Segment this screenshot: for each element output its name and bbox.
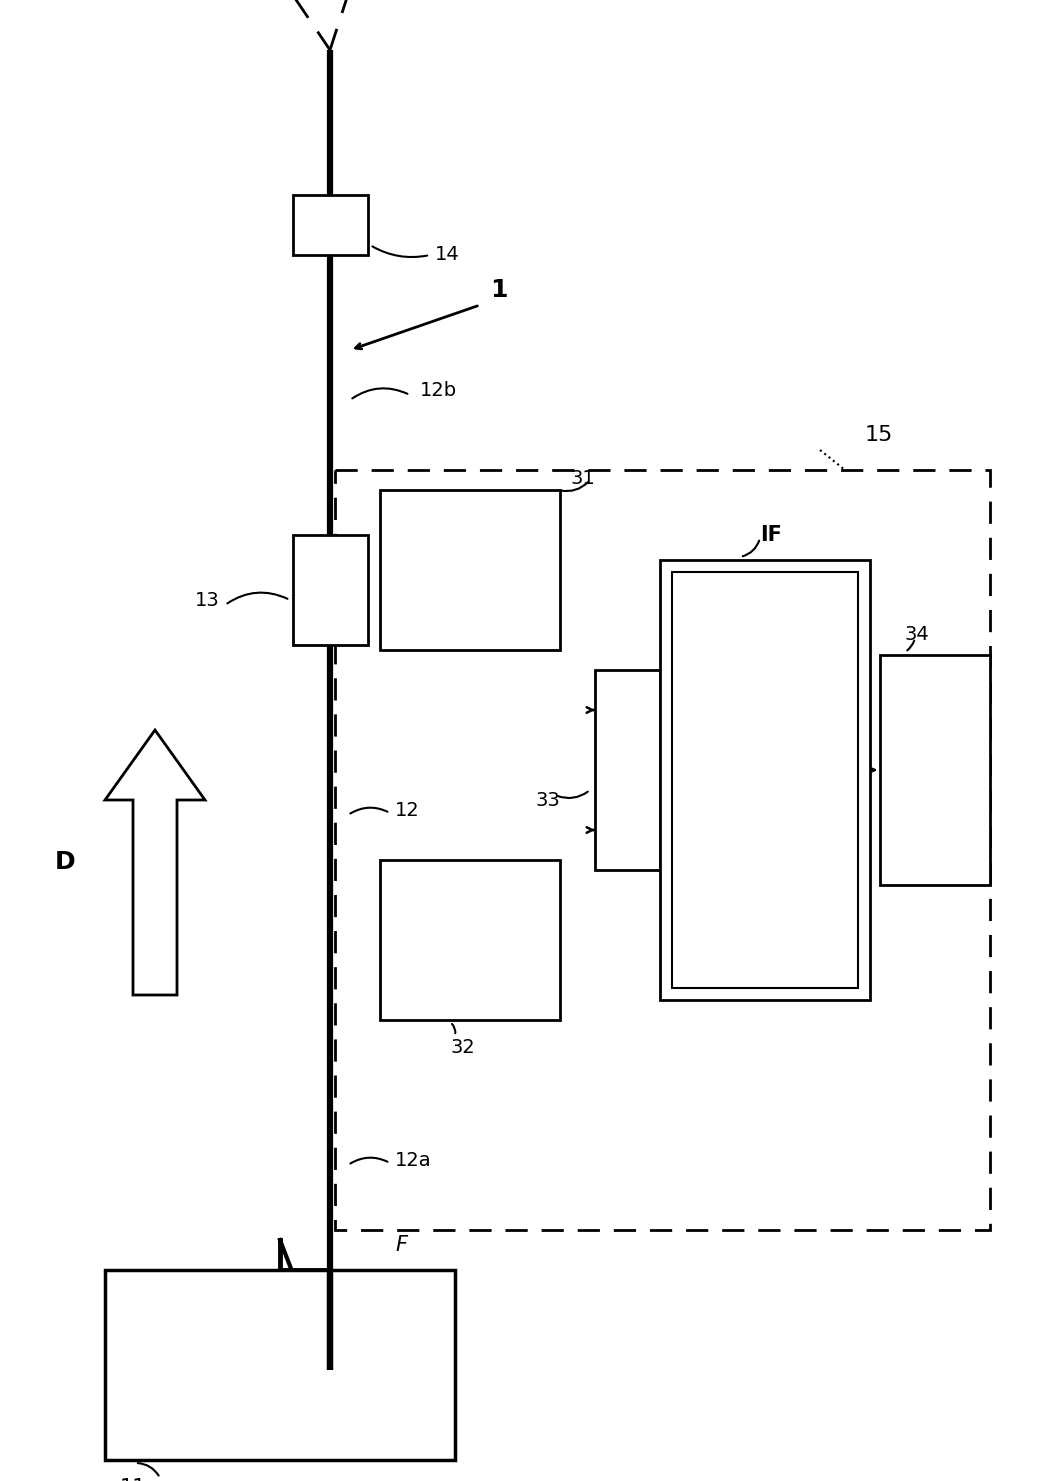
Bar (293, 195, 368, 255)
Polygon shape (105, 730, 204, 995)
Text: 13: 13 (195, 591, 220, 610)
Text: 12: 12 (395, 801, 419, 819)
Text: 33: 33 (536, 791, 559, 810)
Text: 12a: 12a (395, 1151, 432, 1170)
Text: 检测値特
性信息: 检测値特 性信息 (743, 751, 787, 809)
Text: 运算部: 运算部 (618, 755, 636, 785)
Text: 11: 11 (120, 1478, 146, 1481)
Bar (660, 560, 870, 1000)
Text: 光检测器: 光检测器 (448, 561, 492, 579)
Bar (880, 655, 990, 886)
Bar (380, 860, 559, 1020)
Text: 12b: 12b (420, 381, 457, 400)
Bar (293, 535, 368, 646)
Text: 监视信号
输出部: 监视信号 输出部 (916, 743, 955, 797)
Text: 15: 15 (865, 425, 894, 444)
Text: 32: 32 (450, 1038, 474, 1057)
Bar (335, 469, 990, 1231)
Text: F: F (395, 1235, 407, 1254)
Bar (672, 572, 858, 988)
Text: D: D (54, 850, 75, 874)
Bar (380, 490, 559, 650)
Bar (595, 669, 660, 869)
Text: 31: 31 (570, 468, 595, 487)
Bar (105, 1271, 455, 1460)
Text: 激光光源: 激光光源 (253, 1355, 307, 1374)
Text: 14: 14 (435, 246, 460, 265)
Text: IF: IF (760, 524, 782, 545)
Text: 1: 1 (490, 278, 508, 302)
Text: 光检测器: 光检测器 (448, 932, 492, 949)
Text: 34: 34 (905, 625, 930, 644)
